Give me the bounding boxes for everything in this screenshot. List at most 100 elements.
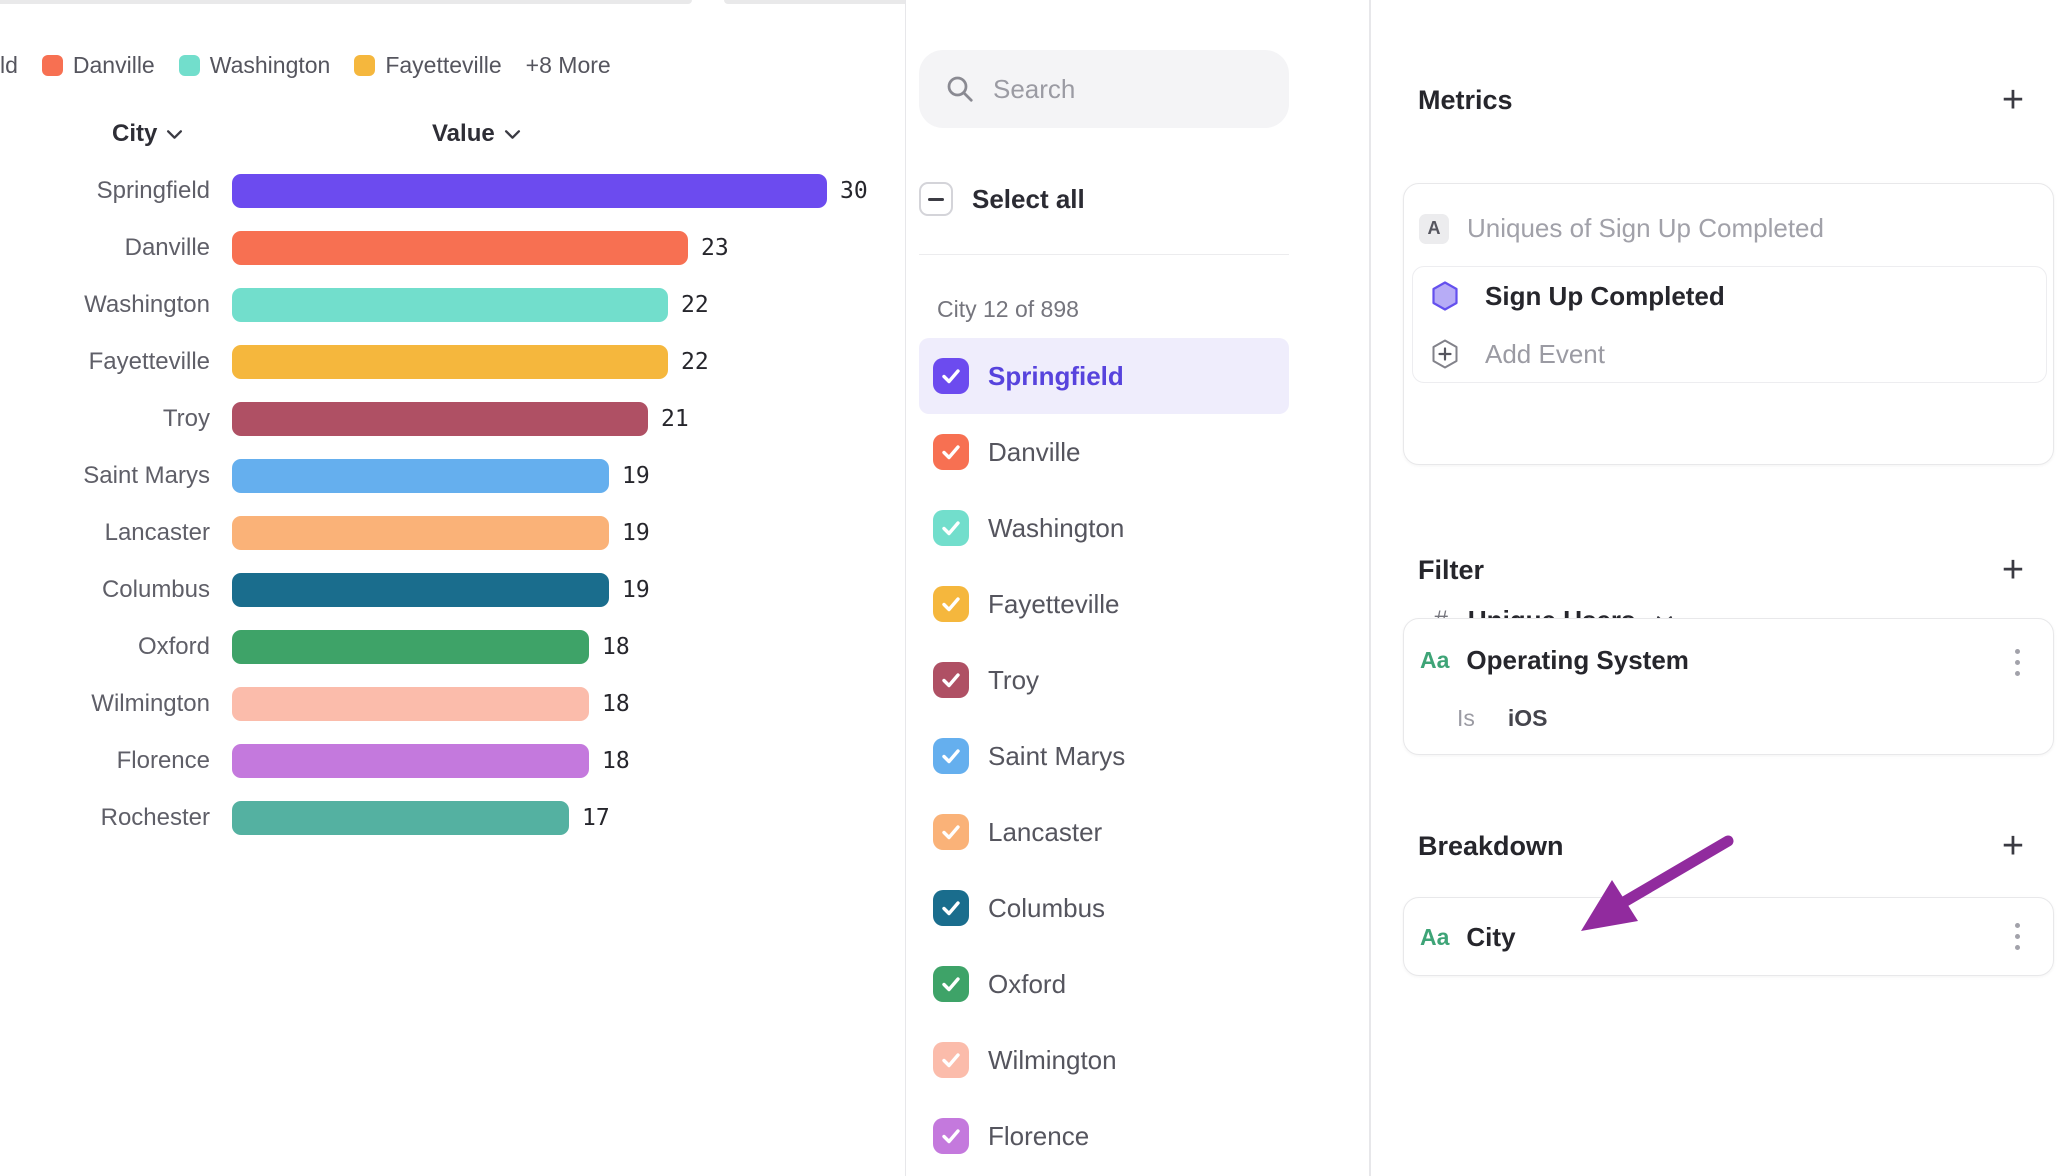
city-checkbox-checked[interactable] [933,510,969,546]
query-inspector-panel: Metrics + A Uniques of Sign Up Completed… [1370,0,2064,1176]
city-label: Columbus [988,892,1106,923]
legend-item[interactable]: Danville [41,52,155,79]
bar-value-label: 19 [622,576,650,603]
bar[interactable] [232,458,609,493]
breakdown-kebab-menu[interactable] [2015,923,2020,950]
bar-value-label: 19 [622,462,650,489]
breakdown-property-row[interactable]: Aa City [1420,898,1516,977]
add-filter-button[interactable]: + [2001,549,2025,591]
legend-item[interactable]: Fayetteville [354,52,502,79]
bar[interactable] [232,401,648,436]
sort-header-value[interactable]: Value [432,120,521,148]
city-list-item[interactable]: Columbus [919,870,1289,946]
value-column-header: Value [432,120,495,147]
chart-bar-row: Washington 22 [0,276,905,333]
bar-category-label: Oxford [137,632,210,660]
legend-swatch [178,55,200,76]
add-breakdown-button[interactable]: + [2001,825,2025,867]
filter-property-row[interactable]: Aa Operating System [1420,645,1689,676]
city-checkbox-checked[interactable] [933,662,969,698]
legend-more-button[interactable]: +8 More [525,52,611,78]
select-all-row[interactable]: Select all [919,180,1085,218]
city-list-item[interactable]: Wilmington [919,1022,1289,1098]
city-list-item[interactable]: Troy [919,642,1289,718]
city-selector-panel: Select all City 12 of 898 Springfield Da… [905,0,1370,1176]
chart-bar-row: Rochester 17 [0,789,905,846]
legend-label: Fayetteville [385,52,502,78]
breakdown-bar-chart: ld Danville Washington Fayetteville +8 More… [0,0,905,1176]
add-metric-button[interactable]: + [2001,79,2025,121]
city-list-item[interactable]: Florence [919,1098,1289,1174]
bar-value-label: 21 [661,405,689,432]
legend-label: Danville [72,52,155,78]
city-list-item[interactable]: Lancaster [919,794,1289,870]
check-icon [942,977,960,992]
city-label: Oxford [988,968,1067,999]
legend-item-cut[interactable]: ld [0,52,18,79]
chart-bar-row: Wilmington 18 [0,675,905,732]
chart-bar-row: Springfield 30 [0,162,905,219]
event-row-sign-up-completed[interactable]: Sign Up Completed [1413,267,2046,325]
metric-summary-row: A Uniques of Sign Up Completed [1419,213,1824,244]
search-input[interactable] [993,73,1263,105]
city-label: Springfield [988,360,1124,391]
city-label: Florence [988,1120,1090,1151]
city-list-item[interactable]: Oxford [919,946,1289,1022]
city-list: Springfield Danville Washington Fayettev… [919,338,1289,1174]
city-checkbox-checked[interactable] [933,890,969,926]
metrics-section-title: Metrics [1418,85,1513,115]
bar[interactable] [232,173,827,208]
bar[interactable] [232,344,668,379]
bar[interactable] [232,686,589,721]
city-list-item[interactable]: Springfield [919,338,1289,414]
bar[interactable] [232,800,569,835]
city-checkbox-checked[interactable] [933,814,969,850]
filter-property-name: Operating System [1466,645,1689,675]
filter-card: Aa Operating System Is iOS [1403,618,2054,755]
bar-value-label: 19 [622,519,650,546]
check-icon [942,1053,960,1068]
top-tab-sliver-middle [724,0,905,4]
city-label: Fayetteville [988,588,1120,619]
bar-value-label: 18 [602,747,630,774]
city-list-item[interactable]: Saint Marys [919,718,1289,794]
bar[interactable] [232,629,589,664]
city-checkbox-checked[interactable] [933,1118,969,1154]
add-event-row[interactable]: Add Event [1413,325,2046,383]
city-checkbox-checked[interactable] [933,738,969,774]
filter-condition-row[interactable]: Is iOS [1457,705,1548,732]
bar[interactable] [232,743,589,778]
bar[interactable] [232,515,609,550]
chart-bar-row: Fayetteville 22 [0,333,905,390]
city-checkbox-checked[interactable] [933,1042,969,1078]
legend-item[interactable]: Washington [178,52,330,79]
search-box[interactable] [919,50,1289,128]
check-icon [942,445,960,460]
sort-header-city[interactable]: City [112,120,183,148]
filter-kebab-menu[interactable] [2015,649,2020,676]
filter-operator: Is [1457,705,1475,731]
city-list-item[interactable]: Washington [919,490,1289,566]
city-checkbox-checked[interactable] [933,966,969,1002]
top-tab-sliver-left [0,0,692,4]
metric-card: A Uniques of Sign Up Completed Sign Up C… [1403,183,2054,635]
bar[interactable] [232,287,668,322]
bar-category-label: Florence [116,746,210,774]
check-icon [942,673,960,688]
filter-section-title: Filter [1418,555,1485,585]
city-checkbox-checked[interactable] [933,586,969,622]
bar[interactable] [232,230,688,265]
city-list-item[interactable]: Fayetteville [919,566,1289,642]
city-checkbox-checked[interactable] [933,358,969,394]
bar-category-label: Washington [84,290,210,318]
city-checkbox-checked[interactable] [933,434,969,470]
bar-value-label: 22 [681,291,709,318]
divider [919,254,1289,255]
city-list-item[interactable]: Danville [919,414,1289,490]
select-all-checkbox-indeterminate[interactable] [919,182,953,216]
bar[interactable] [232,572,609,607]
check-icon [942,749,960,764]
check-icon [942,1129,960,1144]
check-icon [942,521,960,536]
